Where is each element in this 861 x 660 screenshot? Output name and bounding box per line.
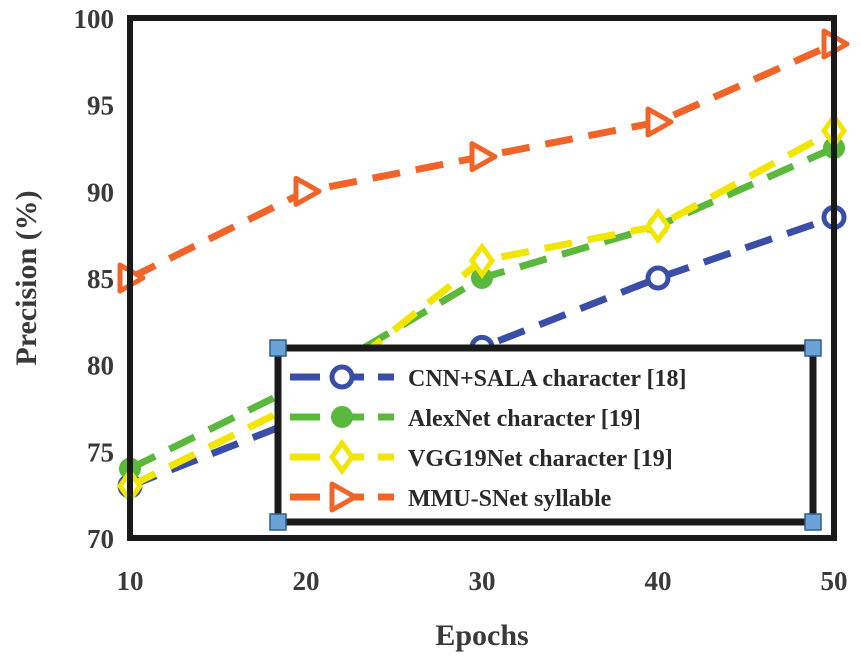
legend-marker-vgg19net-character-19 xyxy=(328,438,356,476)
legend-item-cnn-sala-character-18: CNN+SALA character [18] xyxy=(290,364,687,392)
legend-corner-handle-1 xyxy=(269,339,287,357)
y-tick-80: 80 xyxy=(87,351,114,381)
legend-label-cnn-sala-character-18: CNN+SALA character [18] xyxy=(408,366,687,392)
legend-corner-handle-4 xyxy=(804,513,822,531)
point-cnn-sala-character-18-40 xyxy=(645,265,671,291)
x-tick-20: 20 xyxy=(293,566,320,596)
series-layer xyxy=(116,28,850,505)
y-tick-90: 90 xyxy=(87,177,114,207)
legend-item-mmu-snet-syllable: MMU-SNet syllable xyxy=(290,481,612,513)
legend-marker-mmu-snet-syllable xyxy=(329,481,358,513)
y-tick-70: 70 xyxy=(87,524,114,554)
legend-item-alexnet-character-19: AlexNet character [19] xyxy=(290,406,641,432)
y-tick-100: 100 xyxy=(74,4,115,34)
point-mmu-snet-syllable-40 xyxy=(645,106,674,138)
x-tick-50: 50 xyxy=(821,566,848,596)
legend-marker-alexnet-character-19 xyxy=(331,406,353,428)
point-vgg19net-character-19-40 xyxy=(644,207,672,245)
legend-label-alexnet-character-19: AlexNet character [19] xyxy=(408,406,641,432)
plot-area-frame xyxy=(127,15,837,541)
tick-labels: 10 20 30 40 50 70 75 80 85 90 95 100 xyxy=(74,4,848,596)
x-tick-10: 10 xyxy=(117,566,144,596)
y-tick-85: 85 xyxy=(87,264,114,294)
legend-corner-handle-2 xyxy=(804,339,822,357)
x-tick-30: 30 xyxy=(469,566,496,596)
legend-item-vgg19net-character-19: VGG19Net character [19] xyxy=(290,438,673,476)
point-mmu-snet-syllable-20 xyxy=(293,175,322,207)
point-vgg19net-character-19-30 xyxy=(468,242,496,279)
y-tick-75: 75 xyxy=(87,437,114,467)
legend-box xyxy=(274,344,817,526)
x-axis-label: Epochs xyxy=(435,619,528,652)
x-tick-40: 40 xyxy=(645,566,672,596)
legend-corner-handle-3 xyxy=(269,513,287,531)
legend-label-mmu-snet-syllable: MMU-SNet syllable xyxy=(408,486,612,512)
legend: CNN+SALA character [18] AlexNet character… xyxy=(269,339,822,531)
y-axis-label: Precision (%) xyxy=(10,190,43,365)
y-tick-95: 95 xyxy=(87,91,114,121)
point-mmu-snet-syllable-30 xyxy=(469,141,498,173)
legend-marker-cnn-sala-character-18 xyxy=(329,364,355,390)
legend-label-vgg19net-character-19: VGG19Net character [19] xyxy=(408,446,673,472)
